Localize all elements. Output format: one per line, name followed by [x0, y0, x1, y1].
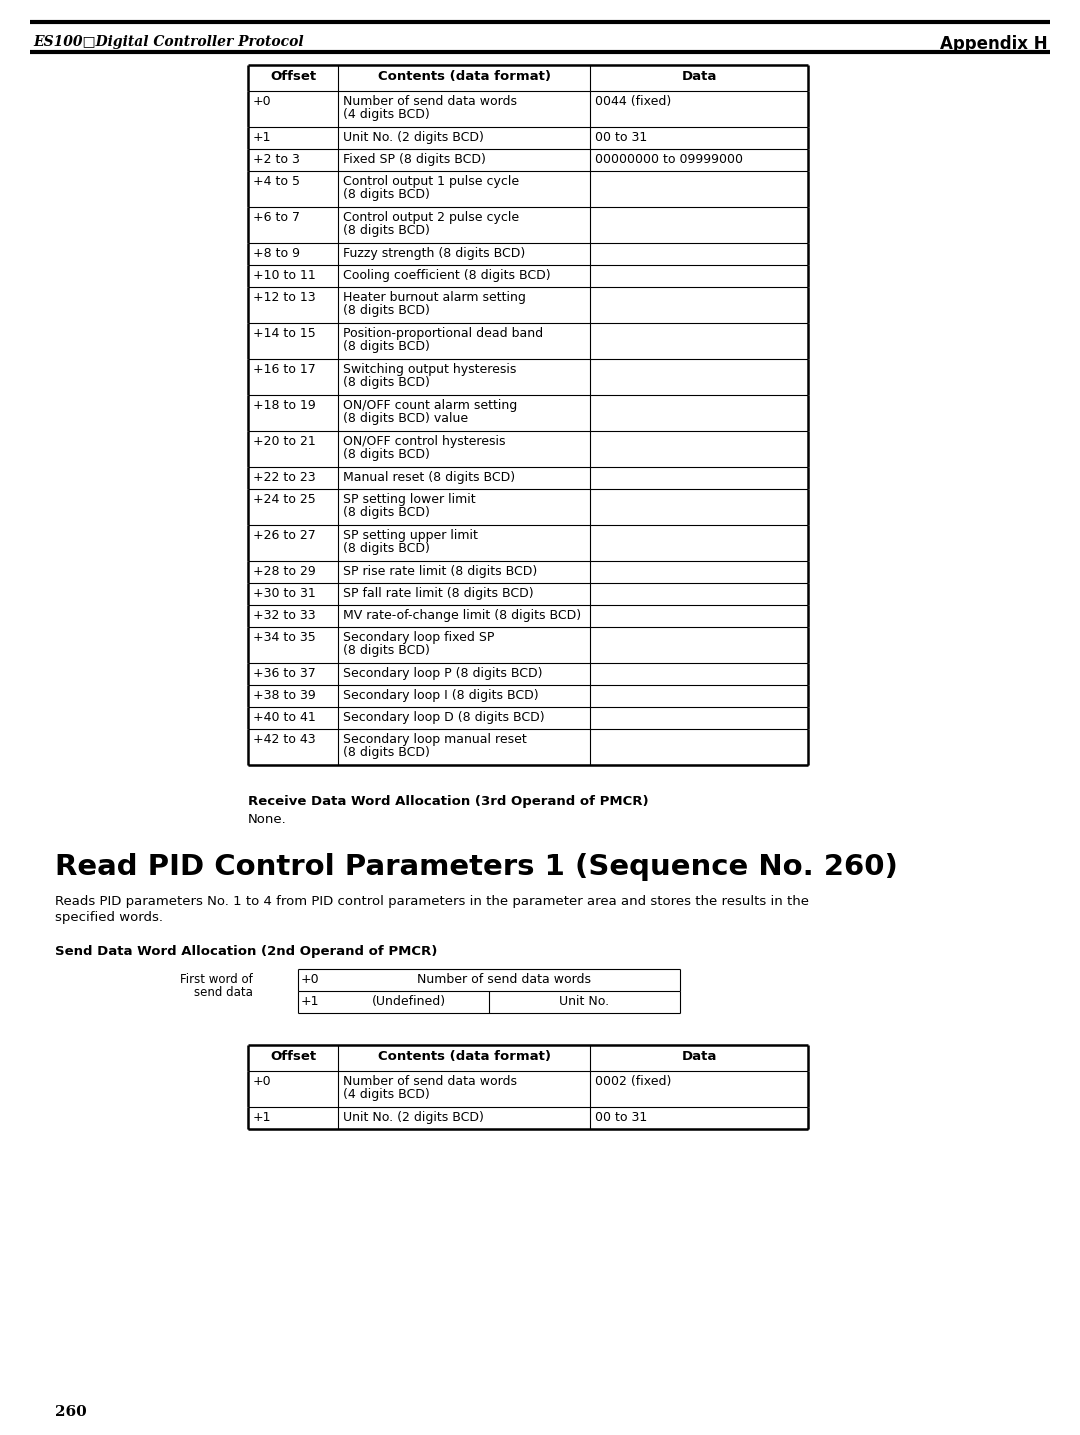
Text: send data: send data [194, 986, 253, 999]
Text: Secondary loop manual reset: Secondary loop manual reset [343, 733, 527, 746]
Text: +2 to 3: +2 to 3 [253, 154, 300, 166]
Text: +26 to 27: +26 to 27 [253, 530, 315, 542]
Text: Offset: Offset [270, 1050, 316, 1063]
Text: Fuzzy strength (8 digits BCD): Fuzzy strength (8 digits BCD) [343, 247, 525, 260]
Text: 0002 (fixed): 0002 (fixed) [595, 1075, 672, 1088]
Text: Number of send data words: Number of send data words [343, 1075, 517, 1088]
Text: Switching output hysteresis: Switching output hysteresis [343, 363, 516, 376]
Text: SP setting lower limit: SP setting lower limit [343, 494, 475, 507]
Text: Number of send data words: Number of send data words [343, 95, 517, 108]
Text: +14 to 15: +14 to 15 [253, 327, 315, 340]
Text: Data: Data [681, 70, 717, 83]
Text: 0044 (fixed): 0044 (fixed) [595, 95, 672, 108]
Text: Cooling coefficient (8 digits BCD): Cooling coefficient (8 digits BCD) [343, 268, 551, 283]
Text: Secondary loop D (8 digits BCD): Secondary loop D (8 digits BCD) [343, 710, 544, 725]
Text: +12 to 13: +12 to 13 [253, 291, 315, 304]
Text: Unit No. (2 digits BCD): Unit No. (2 digits BCD) [343, 1111, 484, 1124]
Text: (8 digits BCD): (8 digits BCD) [343, 746, 430, 759]
Text: +36 to 37: +36 to 37 [253, 667, 315, 680]
Text: +0: +0 [253, 1075, 272, 1088]
Text: Appendix H: Appendix H [941, 34, 1048, 53]
Text: ON/OFF count alarm setting: ON/OFF count alarm setting [343, 399, 517, 412]
Text: +32 to 33: +32 to 33 [253, 608, 315, 621]
Text: 00 to 31: 00 to 31 [595, 1111, 647, 1124]
Text: +10 to 11: +10 to 11 [253, 268, 315, 283]
Text: +0: +0 [301, 973, 320, 986]
Text: +22 to 23: +22 to 23 [253, 471, 315, 484]
Text: +6 to 7: +6 to 7 [253, 211, 300, 224]
Text: Secondary loop I (8 digits BCD): Secondary loop I (8 digits BCD) [343, 689, 539, 702]
Text: +8 to 9: +8 to 9 [253, 247, 300, 260]
Text: +1: +1 [253, 131, 271, 144]
Text: SP fall rate limit (8 digits BCD): SP fall rate limit (8 digits BCD) [343, 587, 534, 600]
Text: Receive Data Word Allocation (3rd Operand of PMCR): Receive Data Word Allocation (3rd Operan… [248, 795, 649, 808]
Text: Secondary loop P (8 digits BCD): Secondary loop P (8 digits BCD) [343, 667, 542, 680]
Text: ES100□Digital Controller Protocol: ES100□Digital Controller Protocol [33, 34, 303, 49]
Text: +24 to 25: +24 to 25 [253, 494, 315, 507]
Text: (8 digits BCD): (8 digits BCD) [343, 448, 430, 461]
Text: Control output 2 pulse cycle: Control output 2 pulse cycle [343, 211, 519, 224]
Text: (8 digits BCD): (8 digits BCD) [343, 542, 430, 555]
Text: 00000000 to 09999000: 00000000 to 09999000 [595, 154, 743, 166]
Text: +16 to 17: +16 to 17 [253, 363, 315, 376]
Text: Number of send data words: Number of send data words [417, 973, 591, 986]
Text: (8 digits BCD): (8 digits BCD) [343, 304, 430, 317]
Text: (8 digits BCD): (8 digits BCD) [343, 188, 430, 201]
Text: MV rate-of-change limit (8 digits BCD): MV rate-of-change limit (8 digits BCD) [343, 608, 581, 621]
Text: +30 to 31: +30 to 31 [253, 587, 315, 600]
Text: Contents (data format): Contents (data format) [378, 70, 551, 83]
Text: +20 to 21: +20 to 21 [253, 435, 315, 448]
Text: SP rise rate limit (8 digits BCD): SP rise rate limit (8 digits BCD) [343, 565, 537, 578]
Text: (8 digits BCD): (8 digits BCD) [343, 644, 430, 657]
Text: +1: +1 [301, 994, 320, 1007]
Text: None.: None. [248, 814, 287, 827]
Text: Position-proportional dead band: Position-proportional dead band [343, 327, 543, 340]
Text: +18 to 19: +18 to 19 [253, 399, 315, 412]
Text: SP setting upper limit: SP setting upper limit [343, 530, 477, 542]
Text: Manual reset (8 digits BCD): Manual reset (8 digits BCD) [343, 471, 515, 484]
Text: Contents (data format): Contents (data format) [378, 1050, 551, 1063]
Text: Send Data Word Allocation (2nd Operand of PMCR): Send Data Word Allocation (2nd Operand o… [55, 946, 437, 959]
Text: Offset: Offset [270, 70, 316, 83]
Text: Heater burnout alarm setting: Heater burnout alarm setting [343, 291, 526, 304]
Text: (4 digits BCD): (4 digits BCD) [343, 1088, 430, 1101]
Text: +42 to 43: +42 to 43 [253, 733, 315, 746]
Text: +4 to 5: +4 to 5 [253, 175, 300, 188]
Text: Read PID Control Parameters 1 (Sequence No. 260): Read PID Control Parameters 1 (Sequence … [55, 852, 897, 881]
Text: First word of: First word of [180, 973, 253, 986]
Text: +28 to 29: +28 to 29 [253, 565, 315, 578]
Text: +34 to 35: +34 to 35 [253, 631, 315, 644]
Text: 260: 260 [55, 1405, 86, 1419]
Text: specified words.: specified words. [55, 911, 163, 924]
Text: +40 to 41: +40 to 41 [253, 710, 315, 725]
Text: +0: +0 [253, 95, 272, 108]
Text: +1: +1 [253, 1111, 271, 1124]
Text: 00 to 31: 00 to 31 [595, 131, 647, 144]
Text: Unit No. (2 digits BCD): Unit No. (2 digits BCD) [343, 131, 484, 144]
Text: (8 digits BCD): (8 digits BCD) [343, 376, 430, 389]
Text: Secondary loop fixed SP: Secondary loop fixed SP [343, 631, 495, 644]
Text: Data: Data [681, 1050, 717, 1063]
Text: +38 to 39: +38 to 39 [253, 689, 315, 702]
Text: Fixed SP (8 digits BCD): Fixed SP (8 digits BCD) [343, 154, 486, 166]
Text: (8 digits BCD): (8 digits BCD) [343, 507, 430, 519]
Text: (8 digits BCD): (8 digits BCD) [343, 340, 430, 353]
Text: ON/OFF control hysteresis: ON/OFF control hysteresis [343, 435, 505, 448]
Text: (8 digits BCD): (8 digits BCD) [343, 224, 430, 237]
Text: (8 digits BCD) value: (8 digits BCD) value [343, 412, 468, 425]
Text: (Undefined): (Undefined) [372, 994, 446, 1007]
Text: Unit No.: Unit No. [559, 994, 609, 1007]
Text: Control output 1 pulse cycle: Control output 1 pulse cycle [343, 175, 519, 188]
Text: (4 digits BCD): (4 digits BCD) [343, 108, 430, 121]
Text: Reads PID parameters No. 1 to 4 from PID control parameters in the parameter are: Reads PID parameters No. 1 to 4 from PID… [55, 895, 809, 908]
